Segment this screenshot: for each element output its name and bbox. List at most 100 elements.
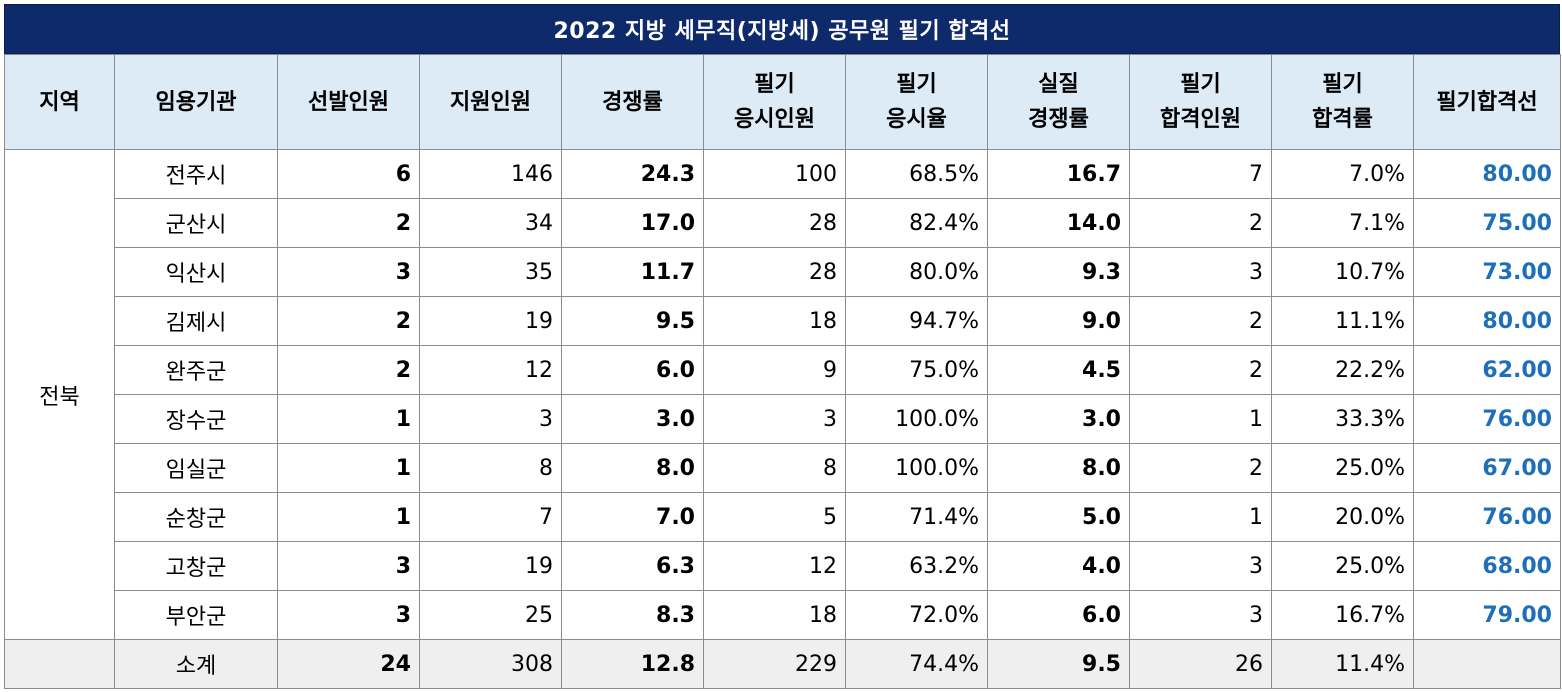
real-ratio-cell: 4.0 [987,541,1130,591]
pass-rate-cell: 16.7% [1271,590,1414,640]
ratio-cell: 6.0 [561,345,704,395]
org-cell: 부안군 [114,590,278,640]
take-rate-cell: 100.0% [845,394,988,444]
real-ratio-cell: 14.0 [987,198,1130,248]
takers-cell: 28 [703,198,846,248]
real-ratio-cell: 9.3 [987,247,1130,297]
passed-cell: 7 [1129,149,1272,199]
org-cell: 장수군 [114,394,278,444]
apply-cell: 34 [419,198,562,248]
header-pass-rate: 필기 합격률 [1271,54,1414,150]
subtotal-label: 소계 [114,639,278,689]
real-ratio-cell: 5.0 [987,492,1130,542]
subtotal-ratio-cell: 12.8 [561,639,704,689]
cutoff-cell: 76.00 [1413,394,1561,444]
cutoff-cell: 68.00 [1413,541,1561,591]
passed-cell: 3 [1129,590,1272,640]
apply-cell: 8 [419,443,562,493]
takers-cell: 100 [703,149,846,199]
select-cell: 3 [277,247,420,297]
cutoff-cell: 62.00 [1413,345,1561,395]
table-row: 군산시 2 34 17.0 28 82.4% 14.0 2 7.1% 75.00 [5,198,1561,248]
takers-cell: 3 [703,394,846,444]
select-cell: 1 [277,394,420,444]
cutoff-cell: 75.00 [1413,198,1561,248]
apply-cell: 35 [419,247,562,297]
header-row: 지역 임용기관 선발인원 지원인원 경쟁률 필기 응시인원 필기 응시율 실질 경쟁률… [4,54,1561,150]
select-cell: 2 [277,296,420,346]
header-passed: 필기 합격인원 [1129,54,1272,150]
subtotal-cutoff-cell [1413,639,1561,689]
org-cell: 완주군 [114,345,278,395]
select-cell: 6 [277,149,420,199]
real-ratio-cell: 8.0 [987,443,1130,493]
real-ratio-cell: 4.5 [987,345,1130,395]
select-cell: 1 [277,443,420,493]
cutoff-cell: 67.00 [1413,443,1561,493]
cutoff-cell: 80.00 [1413,296,1561,346]
pass-rate-cell: 20.0% [1271,492,1414,542]
passed-cell: 3 [1129,541,1272,591]
header-apply: 지원인원 [419,54,562,150]
org-cell: 전주시 [114,149,278,199]
takers-cell: 5 [703,492,846,542]
passed-cell: 1 [1129,394,1272,444]
takers-cell: 8 [703,443,846,493]
cutoff-table: 지역 임용기관 선발인원 지원인원 경쟁률 필기 응시인원 필기 응시율 실질 경쟁률… [4,54,1561,689]
takers-cell: 18 [703,590,846,640]
passed-cell: 2 [1129,443,1272,493]
cutoff-cell: 73.00 [1413,247,1561,297]
select-cell: 2 [277,345,420,395]
real-ratio-cell: 3.0 [987,394,1130,444]
passed-cell: 2 [1129,296,1272,346]
header-select: 선발인원 [277,54,420,150]
select-cell: 3 [277,541,420,591]
select-cell: 1 [277,492,420,542]
subtotal-take-rate-cell: 74.4% [845,639,988,689]
region-cell: 전북 [4,149,115,640]
subtotal-region-cell [4,639,115,689]
takers-cell: 12 [703,541,846,591]
take-rate-cell: 71.4% [845,492,988,542]
header-take-rate: 필기 응시율 [845,54,988,150]
table-row: 전북 전주시 6 146 24.3 100 68.5% 16.7 7 7.0% … [4,149,1561,640]
table-row: 김제시 2 19 9.5 18 94.7% 9.0 2 11.1% 80.00 [5,296,1561,346]
subtotal-select-cell: 24 [277,639,420,689]
ratio-cell: 3.0 [561,394,704,444]
take-rate-cell: 100.0% [845,443,988,493]
select-cell: 3 [277,590,420,640]
table-row: 익산시 3 35 11.7 28 80.0% 9.3 3 10.7% 73.00 [5,247,1561,297]
subtotal-apply-cell: 308 [419,639,562,689]
pass-rate-cell: 10.7% [1271,247,1414,297]
cutoff-cell: 76.00 [1413,492,1561,542]
ratio-cell: 24.3 [561,149,704,199]
ratio-cell: 11.7 [561,247,704,297]
subtotal-passed-cell: 26 [1129,639,1272,689]
real-ratio-cell: 6.0 [987,590,1130,640]
pass-rate-cell: 7.0% [1271,149,1414,199]
take-rate-cell: 72.0% [845,590,988,640]
take-rate-cell: 63.2% [845,541,988,591]
passed-cell: 1 [1129,492,1272,542]
apply-cell: 12 [419,345,562,395]
apply-cell: 25 [419,590,562,640]
pass-rate-cell: 25.0% [1271,443,1414,493]
table-title: 2022 지방 세무직(지방세) 공무원 필기 합격선 [4,4,1560,54]
org-cell: 고창군 [114,541,278,591]
table-row: 장수군 1 3 3.0 3 100.0% 3.0 1 33.3% 76.00 [5,394,1561,444]
pass-rate-cell: 25.0% [1271,541,1414,591]
spreadsheet: 2022 지방 세무직(지방세) 공무원 필기 합격선 지역 임용기관 선발인원… [4,4,1561,690]
subtotal-row: 소계 24 308 12.8 229 74.4% 9.5 26 11.4% [4,639,1561,689]
ratio-cell: 6.3 [561,541,704,591]
passed-cell: 2 [1129,345,1272,395]
table-row: 부안군 3 25 8.3 18 72.0% 6.0 3 16.7% 79.00 [5,590,1561,640]
header-ratio: 경쟁률 [561,54,704,150]
passed-cell: 3 [1129,247,1272,297]
apply-cell: 19 [419,541,562,591]
header-region: 지역 [4,54,115,150]
select-cell: 2 [277,198,420,248]
pass-rate-cell: 11.1% [1271,296,1414,346]
take-rate-cell: 68.5% [845,149,988,199]
take-rate-cell: 94.7% [845,296,988,346]
pass-rate-cell: 7.1% [1271,198,1414,248]
